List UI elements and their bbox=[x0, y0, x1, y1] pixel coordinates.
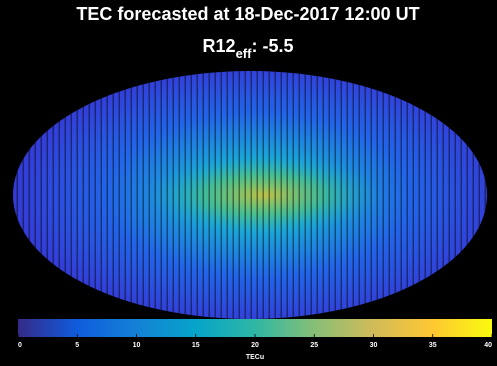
r12-label: R12 bbox=[203, 36, 236, 56]
colorbar-tick-label: 15 bbox=[192, 342, 200, 349]
colorbar-tick-label: 20 bbox=[251, 342, 259, 349]
map bbox=[13, 71, 487, 319]
map-stripes bbox=[13, 71, 487, 319]
colorbar-tick-label: 40 bbox=[484, 342, 492, 349]
title: TEC forecasted at 18-Dec-2017 12:00 UT bbox=[76, 4, 419, 24]
r12-subscript: eff bbox=[236, 46, 253, 61]
colorbar-tick-label: 30 bbox=[370, 342, 378, 349]
colorbar-label: TECu bbox=[246, 354, 264, 361]
r12-value: : -5.5 bbox=[251, 36, 293, 56]
colorbar-ticks: 0 5 10 15 20 25 30 35 40 bbox=[17, 334, 493, 349]
colorbar-tick-label: 10 bbox=[133, 342, 141, 349]
colorbar-tick-label: 0 bbox=[18, 342, 22, 349]
colorbar-tick-label: 35 bbox=[429, 342, 437, 349]
colorbar-tick-label: 25 bbox=[310, 342, 318, 349]
colorbar-tick-label: 5 bbox=[75, 342, 79, 349]
r12-line: R12eff: -5.5 bbox=[203, 36, 294, 61]
colorbar bbox=[18, 319, 492, 337]
